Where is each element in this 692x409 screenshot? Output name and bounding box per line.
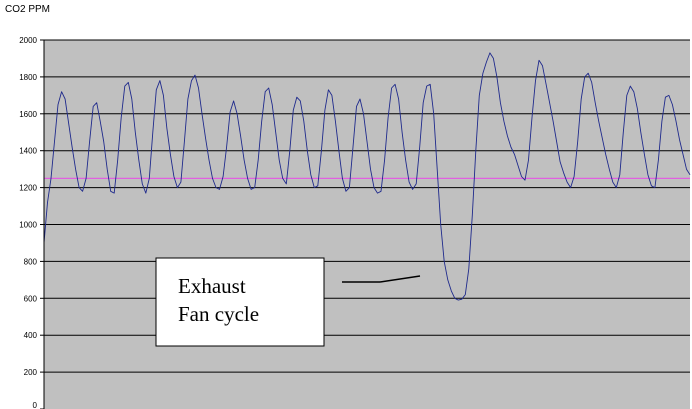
y-tick-label-1600: 1600: [19, 110, 37, 119]
annotation-leader-arrow: [379, 275, 421, 283]
y-tick-label-800: 800: [24, 257, 38, 266]
annotation-line-1: Exhaust: [178, 274, 246, 298]
annotation-box: [155, 257, 325, 347]
y-tick-label-0: 0: [33, 401, 38, 409]
y-axis-ticks: 0 200 400 600 800 1000 1200 1400 1600 1800 2000: [19, 36, 44, 409]
y-tick-label-2000: 2000: [19, 36, 37, 45]
y-tick-label-600: 600: [24, 294, 38, 303]
series-group: [43, 52, 691, 301]
y-tick-label-1200: 1200: [19, 184, 37, 193]
y-tick-label-1800: 1800: [19, 73, 37, 82]
y-tick-label-1000: 1000: [19, 221, 37, 230]
y-tick-label-400: 400: [24, 331, 38, 340]
y-tick-label-1400: 1400: [19, 147, 37, 156]
y-axis-title: CO2 PPM: [5, 4, 50, 15]
annotation-line-2: Fan cycle: [178, 302, 259, 326]
y-tick-label-200: 200: [24, 368, 38, 377]
gridlines: [44, 39, 690, 373]
co2-series-line: [43, 52, 691, 301]
